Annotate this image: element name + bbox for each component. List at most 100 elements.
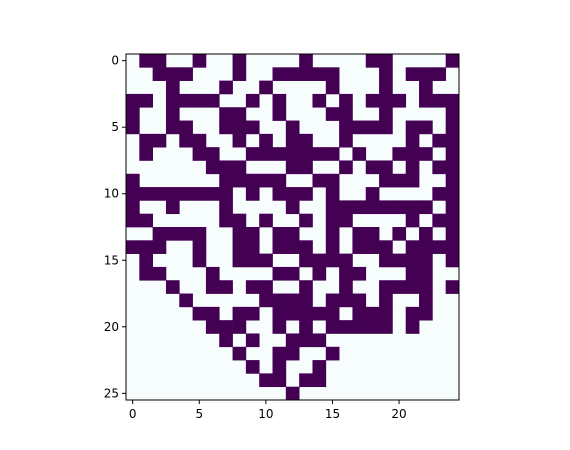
heatmap-cell [419,93,433,108]
heatmap-cell [285,386,300,401]
heatmap-cell [139,253,153,268]
heatmap-cell [339,133,353,148]
heatmap-cell [392,147,407,161]
heatmap-cell [312,253,327,268]
heatmap-cell [285,160,300,175]
heatmap-cell [392,173,407,188]
heatmap-cell [126,107,140,121]
heatmap-cell [405,253,420,268]
heatmap-cell [445,187,460,201]
heatmap-cell [325,253,340,268]
heatmap-cell [339,253,353,268]
heatmap-cell [139,240,153,254]
heatmap-cell [379,160,393,175]
y-tick-label: 10 [104,187,119,201]
heatmap-cell [325,173,340,188]
heatmap-cell [192,227,207,241]
heatmap-cell [365,120,380,135]
heatmap-cell [165,120,180,135]
heatmap-cell [165,187,180,201]
x-tick-label: 15 [325,407,340,421]
heatmap-cell [432,93,447,108]
heatmap-cell [419,280,433,294]
heatmap-cell [285,120,300,135]
heatmap-cell [232,213,247,228]
heatmap-cell [192,240,207,254]
heatmap-cell [432,240,447,254]
heatmap-cell [272,240,287,254]
heatmap-cell [126,93,140,108]
heatmap-cell [272,306,287,321]
heatmap-cell [419,120,433,135]
heatmap-cell [139,213,153,228]
heatmap-cell [379,120,393,135]
heatmap-cell [405,213,420,228]
heatmap-cell [232,120,247,135]
heatmap-cell [432,187,447,201]
heatmap-cell [272,320,287,334]
y-tick-label: 25 [104,386,119,400]
heatmap-cell [165,227,180,241]
heatmap-cell [232,133,247,148]
heatmap-cell [219,320,233,334]
heatmap-cell [126,187,140,201]
heatmap-cell [232,160,247,175]
heatmap-cell [219,160,233,175]
heatmap-cell [445,280,460,294]
heatmap-cell [405,147,420,161]
heatmap-cell [339,160,353,175]
heatmap-cell [152,240,167,254]
heatmap-cell [445,93,460,108]
heatmap-cell [179,120,193,135]
heatmap-cell [419,266,433,281]
heatmap-cell [179,187,193,201]
heatmap-cell [379,306,393,321]
heatmap-cell [432,67,447,81]
x-tick-label: 20 [391,407,406,421]
heatmap-cell [285,187,300,201]
heatmap-cell [139,147,153,161]
heatmap-cell [352,200,367,215]
heatmap-cell [299,133,313,148]
heatmap-cell [139,187,153,201]
heatmap-cell [285,133,300,148]
heatmap-cell [419,200,433,215]
heatmap-cell [379,240,393,254]
heatmap-cell [179,227,193,241]
heatmap-cell [405,266,420,281]
heatmap-cell [312,333,327,348]
heatmap-cell [285,333,300,348]
heatmap-cell [392,227,407,241]
heatmap-cell [352,293,367,308]
heatmap-cells [126,54,460,401]
heatmap-cell [165,93,180,108]
heatmap-cell [299,333,313,348]
heatmap-cell [339,200,353,215]
heatmap-cell [245,280,260,294]
heatmap-cell [379,320,393,334]
heatmap-cell [272,266,287,281]
heatmap-cell [245,306,260,321]
heatmap-cell [352,240,367,254]
heatmap-cell [245,227,260,241]
heatmap-cell [165,80,180,95]
x-axis: 0 5 10 15 20 [129,400,407,421]
heatmap-cell [339,93,353,108]
heatmap-cell [232,306,247,321]
heatmap-cell [352,227,367,241]
heatmap-cell [272,360,287,374]
heatmap-cell [299,187,313,201]
heatmap-cell [245,120,260,135]
heatmap-cell [179,93,193,108]
heatmap-cell [232,107,247,121]
y-tick-label: 5 [111,120,119,134]
heatmap-cell [272,293,287,308]
heatmap-cell [299,147,313,161]
heatmap-cell [232,253,247,268]
heatmap-cell [272,107,287,121]
heatmap-cell [232,173,247,188]
heatmap-cell [405,320,420,334]
heatmap-cell [165,280,180,294]
heatmap-cell [392,200,407,215]
